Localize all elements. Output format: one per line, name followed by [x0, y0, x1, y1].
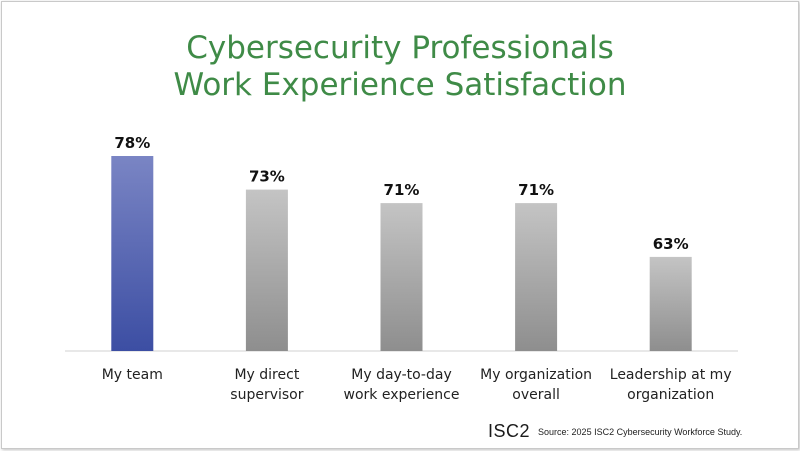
bar-3 [380, 203, 423, 351]
footer: ISC2 Source: 2025 ISC2 Cybersecurity Wor… [488, 421, 742, 442]
category-label-1: My team [102, 367, 163, 383]
bar-4 [515, 203, 558, 351]
source-note: Source: 2025 ISC2 Cybersecurity Workforc… [538, 426, 743, 437]
bar-2 [245, 189, 288, 351]
isc2-logo: ISC2 [488, 421, 531, 441]
data-label-5: 63% [653, 235, 689, 253]
bar-5 [649, 256, 692, 351]
chart-title-line-1: Cybersecurity Professionals [186, 30, 614, 66]
chart-title-line-2: Work Experience Satisfaction [173, 67, 627, 103]
data-label-3: 71% [384, 181, 420, 199]
category-label-3: My day-to-day work experience [344, 367, 460, 403]
data-label-2: 73% [249, 168, 285, 186]
category-label-2: My direct supervisor [230, 367, 303, 403]
category-label-5: Leadership at my organization [610, 367, 732, 403]
data-label-4: 71% [518, 181, 554, 199]
chart-title: Cybersecurity Professionals Work Experie… [2, 30, 798, 104]
category-label-4: My organization overall [480, 367, 592, 403]
data-label-1: 78% [114, 134, 150, 152]
bar-1 [111, 156, 154, 351]
